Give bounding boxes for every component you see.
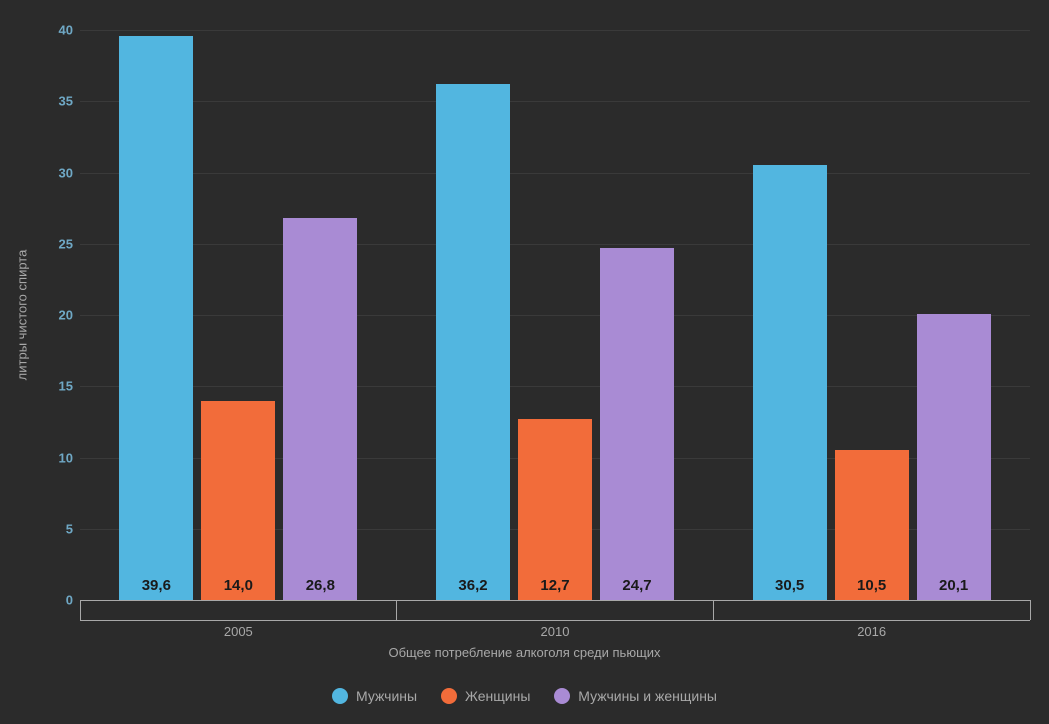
bar-value-label: 30,5 — [753, 577, 827, 594]
legend-item-men: Мужчины — [332, 688, 417, 704]
x-category-label: 2005 — [224, 624, 253, 639]
gridline — [80, 173, 1030, 174]
gridline — [80, 244, 1030, 245]
y-tick-label: 30 — [45, 165, 73, 180]
y-tick-label: 10 — [45, 450, 73, 465]
x-group-separator — [1030, 600, 1031, 620]
legend-label-both: Мужчины и женщины — [578, 688, 717, 704]
bar — [600, 248, 674, 600]
legend-swatch-women — [441, 688, 457, 704]
alcohol-consumption-chart: литры чистого спирта 0 5 10 15 20 25 30 35 40 39,… — [0, 0, 1049, 724]
bar-value-label: 24,7 — [600, 577, 674, 594]
bar — [201, 401, 275, 601]
bar — [283, 218, 357, 600]
legend-item-both: Мужчины и женщины — [554, 688, 717, 704]
x-axis-bracket-line — [80, 620, 1030, 621]
y-tick-label: 35 — [45, 94, 73, 109]
gridline — [80, 30, 1030, 31]
y-axis-label: литры чистого спирта — [15, 250, 30, 381]
x-group-separator — [396, 600, 397, 620]
bar-value-label: 10,5 — [835, 577, 909, 594]
bar — [436, 84, 510, 600]
x-axis-title: Общее потребление алкоголя среди пьющих — [0, 645, 1049, 660]
bar — [119, 36, 193, 600]
legend-label-men: Мужчины — [356, 688, 417, 704]
bar-value-label: 12,7 — [518, 577, 592, 594]
y-tick-label: 0 — [45, 593, 73, 608]
x-group-separator — [80, 600, 81, 620]
x-group-separator — [713, 600, 714, 620]
legend-item-women: Женщины — [441, 688, 530, 704]
x-category-label: 2016 — [857, 624, 886, 639]
legend-swatch-men — [332, 688, 348, 704]
legend-swatch-both — [554, 688, 570, 704]
y-tick-label: 20 — [45, 308, 73, 323]
bar — [518, 419, 592, 600]
bar — [753, 165, 827, 600]
x-category-label: 2010 — [541, 624, 570, 639]
bar — [917, 314, 991, 600]
gridline — [80, 315, 1030, 316]
bar-value-label: 39,6 — [119, 577, 193, 594]
bar-value-label: 20,1 — [917, 577, 991, 594]
y-tick-label: 25 — [45, 236, 73, 251]
bar-value-label: 36,2 — [436, 577, 510, 594]
gridline — [80, 101, 1030, 102]
bar-value-label: 14,0 — [201, 577, 275, 594]
y-tick-label: 5 — [45, 521, 73, 536]
legend: Мужчины Женщины Мужчины и женщины — [0, 688, 1049, 707]
gridline — [80, 600, 1030, 601]
plot-area: 051015202530354039,614,026,8200536,212,7… — [80, 30, 1030, 600]
legend-label-women: Женщины — [465, 688, 530, 704]
gridline — [80, 386, 1030, 387]
y-tick-label: 40 — [45, 23, 73, 38]
y-tick-label: 15 — [45, 379, 73, 394]
bar-value-label: 26,8 — [283, 577, 357, 594]
